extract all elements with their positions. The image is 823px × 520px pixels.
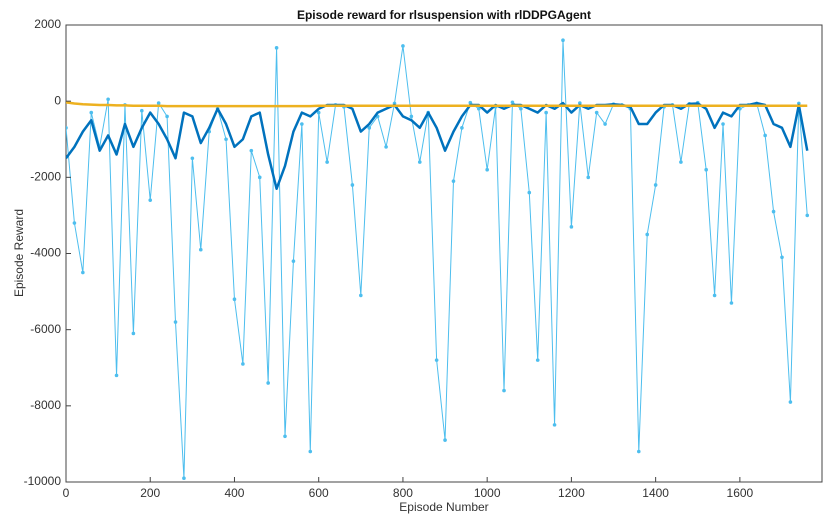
y-tick-label: 2000 xyxy=(34,17,61,31)
data-point xyxy=(485,167,489,172)
data-point xyxy=(300,122,304,126)
data-point xyxy=(224,137,228,142)
data-point xyxy=(476,106,481,111)
data-point xyxy=(502,388,506,393)
data-point xyxy=(468,100,473,105)
data-point xyxy=(72,221,77,225)
plot-frame xyxy=(65,24,823,483)
data-point xyxy=(66,126,68,130)
y-tick-label: -10000 xyxy=(24,474,62,488)
x-tick-label: 1200 xyxy=(558,486,585,500)
x-tick-label: 200 xyxy=(140,486,160,500)
data-point xyxy=(359,293,363,298)
data-point xyxy=(316,110,321,115)
x-tick-label: 800 xyxy=(393,486,413,500)
data-point xyxy=(198,247,203,252)
data-point xyxy=(140,108,144,113)
data-point xyxy=(594,110,599,115)
data-point xyxy=(535,358,540,362)
data-point xyxy=(291,259,296,263)
data-point xyxy=(350,183,355,187)
data-point xyxy=(780,255,784,260)
x-tick-label: 1000 xyxy=(474,486,501,500)
x-tick-label: 600 xyxy=(309,486,329,500)
y-tick-label: 0 xyxy=(54,93,61,107)
data-point xyxy=(283,434,287,439)
data-point xyxy=(148,198,153,202)
data-point xyxy=(325,160,329,164)
data-point xyxy=(788,400,793,404)
data-point xyxy=(106,97,110,102)
data-point xyxy=(173,320,178,324)
x-axis-label: Episode Number xyxy=(399,500,488,514)
data-point xyxy=(241,362,245,366)
data-point xyxy=(451,179,456,183)
y-axis-label: Episode Reward xyxy=(12,209,26,297)
data-point xyxy=(443,438,447,442)
data-point xyxy=(603,122,607,126)
data-point xyxy=(249,148,254,153)
x-tick-label: 400 xyxy=(224,486,244,500)
y-tick-label: -8000 xyxy=(30,398,61,412)
data-point xyxy=(165,114,169,119)
data-point xyxy=(519,106,523,111)
x-tick-label: 0 xyxy=(63,486,70,500)
data-point xyxy=(645,232,650,237)
plot-area xyxy=(66,38,810,480)
x-tick-label: 1600 xyxy=(727,486,754,500)
data-point xyxy=(131,331,136,336)
data-point xyxy=(544,110,548,115)
data-point xyxy=(679,160,683,164)
data-point xyxy=(653,183,658,187)
data-point xyxy=(561,38,565,43)
data-point xyxy=(156,101,161,105)
data-point xyxy=(266,381,270,385)
data-point xyxy=(308,449,313,454)
data-point xyxy=(417,160,422,164)
data-point xyxy=(434,358,439,362)
data-point xyxy=(367,126,372,130)
data-point xyxy=(552,423,557,427)
data-point xyxy=(636,449,641,454)
data-point xyxy=(712,293,717,298)
data-point xyxy=(89,110,94,115)
data-point xyxy=(578,101,582,105)
chart-title: Episode reward for rlsuspension with rlD… xyxy=(297,8,591,22)
data-point xyxy=(805,213,810,218)
data-point xyxy=(232,297,237,302)
y-tick-label: -6000 xyxy=(30,322,61,336)
data-point xyxy=(182,476,186,480)
y-tick-label: -4000 xyxy=(30,246,61,260)
data-point xyxy=(274,46,279,50)
data-point xyxy=(510,100,515,105)
data-point xyxy=(409,114,414,119)
data-point xyxy=(586,175,591,180)
data-point xyxy=(721,122,725,126)
data-point xyxy=(704,167,708,172)
x-tick-label: 1400 xyxy=(642,486,669,500)
series-line xyxy=(66,101,809,191)
data-point xyxy=(729,301,734,305)
data-point xyxy=(384,145,388,149)
data-point xyxy=(257,175,262,180)
data-point xyxy=(569,225,574,229)
data-point xyxy=(763,133,767,138)
y-tick-label: -2000 xyxy=(30,170,61,184)
data-point xyxy=(114,373,119,378)
data-point xyxy=(190,156,195,161)
data-point xyxy=(81,270,85,275)
data-point xyxy=(771,209,776,214)
data-point xyxy=(460,126,464,130)
series-line xyxy=(66,101,808,108)
data-point xyxy=(527,190,532,195)
data-point xyxy=(401,44,405,48)
